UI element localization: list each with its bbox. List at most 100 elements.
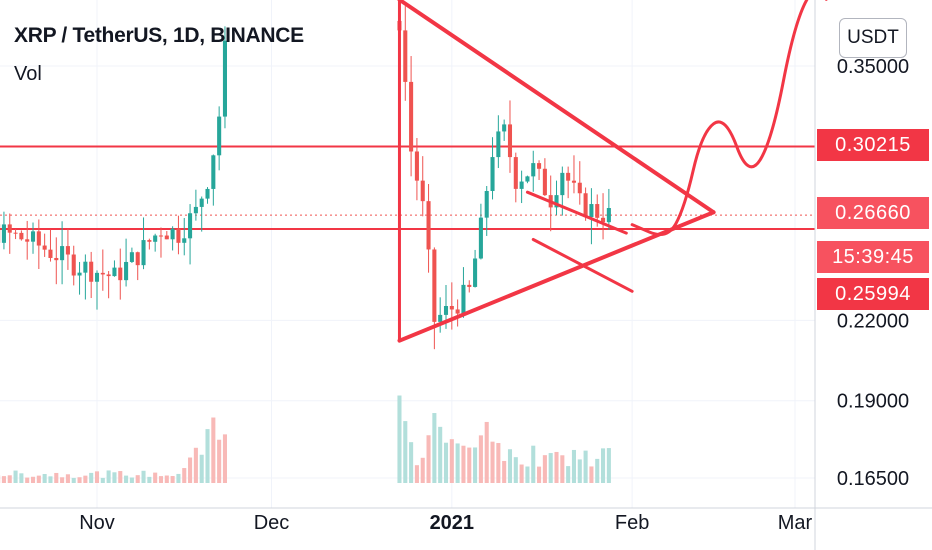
- candle-up: [560, 172, 565, 196]
- volume-bar-up: [106, 470, 111, 483]
- volume-bar-down: [65, 474, 70, 483]
- candle-down: [455, 309, 460, 314]
- volume-bar-up: [571, 449, 577, 483]
- volume-bar-down: [560, 455, 565, 483]
- horizontal-levels: [0, 145, 815, 230]
- candle-down: [507, 124, 513, 158]
- volume-bar-down: [94, 471, 100, 483]
- countdown-tag: 15:39:45: [817, 241, 929, 273]
- candle-up: [443, 306, 449, 315]
- candle-up: [1, 224, 6, 243]
- candle-up: [438, 314, 443, 322]
- candle-down: [176, 228, 181, 243]
- candle-up: [217, 116, 222, 156]
- candle-down: [577, 182, 582, 194]
- price-tick-label: 0.19000: [837, 391, 909, 413]
- candle-down: [13, 232, 18, 234]
- volume-bar-down: [54, 472, 59, 483]
- candle-down: [542, 168, 547, 196]
- volume-bar-up: [176, 473, 181, 483]
- volume-bar-up: [531, 445, 536, 483]
- volume-bar-up: [525, 466, 530, 483]
- volume-bar-up: [438, 426, 443, 483]
- candle-up: [589, 204, 594, 218]
- volume-bar-up: [71, 477, 76, 483]
- candle-down: [7, 224, 12, 233]
- candle-down: [118, 267, 123, 281]
- volume-bar-up: [124, 475, 129, 483]
- volume-bar-up: [577, 459, 582, 483]
- candle-down: [19, 232, 24, 240]
- volume-bar-down: [60, 477, 65, 483]
- candle-up: [461, 284, 466, 314]
- candle-down: [89, 261, 94, 282]
- candle-up: [199, 198, 204, 207]
- time-tick-label: Nov: [79, 512, 115, 534]
- volume-bar-up: [513, 457, 518, 483]
- candle-down: [71, 254, 76, 276]
- volume-bar-down: [542, 455, 547, 483]
- candle-up: [124, 261, 129, 281]
- volume-bar-down: [461, 445, 466, 483]
- trend-drawings: [397, 0, 828, 343]
- volume-bar-up: [13, 470, 18, 483]
- volume-bar-up: [409, 442, 414, 483]
- volume-bar-up: [48, 476, 53, 483]
- channel-upper-line: [525, 190, 628, 235]
- volume-bar-up: [141, 470, 146, 483]
- volume-bar-down: [164, 475, 169, 483]
- candle-up: [141, 240, 146, 266]
- candle-down: [409, 81, 414, 152]
- price-tag-level-low: 0.25994: [817, 278, 929, 310]
- volume-bar-down: [36, 475, 41, 483]
- volume-label: Vol: [14, 63, 42, 85]
- volume-bar-up: [147, 476, 152, 483]
- volume-bar-down: [467, 447, 472, 483]
- volume-bar-down: [153, 472, 158, 483]
- candle-down: [48, 249, 53, 258]
- volume-bar-up: [100, 477, 105, 483]
- candle-up: [170, 228, 175, 240]
- candle-down: [449, 306, 454, 310]
- candle-up: [519, 181, 524, 189]
- grid-lines: [0, 0, 815, 508]
- candle-down: [42, 245, 47, 250]
- candles: [0, 0, 611, 350]
- volume-bar-down: [25, 477, 30, 483]
- volume-bar-up: [473, 447, 478, 483]
- volume-bar-up: [129, 477, 134, 483]
- volume-bar-down: [217, 439, 222, 483]
- candle-up: [77, 272, 82, 276]
- candle-down: [566, 172, 571, 181]
- candle-up: [188, 213, 193, 239]
- volume-bar-up: [583, 450, 588, 483]
- candle-up: [490, 157, 495, 192]
- channel-lower-line: [531, 237, 634, 293]
- volume-bar-down: [170, 476, 175, 483]
- time-tick-label: Feb: [615, 512, 649, 534]
- volume-bar-down: [77, 477, 82, 483]
- currency-button[interactable]: USDT: [839, 18, 907, 58]
- volume-bar-down: [496, 443, 501, 483]
- candle-up: [606, 208, 611, 223]
- volume-bar-down: [490, 441, 495, 483]
- volume-bar-down: [420, 457, 425, 483]
- candle-up: [30, 231, 36, 242]
- time-tick-label: 2021: [430, 512, 475, 534]
- price-tag-level-high: 0.30215: [817, 129, 929, 161]
- price-tick-label: 0.35000: [837, 56, 909, 78]
- candle-up: [182, 238, 187, 243]
- volume-bar-up: [42, 474, 47, 483]
- candle-down: [106, 274, 111, 277]
- volume-bar-down: [589, 466, 594, 483]
- volume-bar-down: [519, 464, 524, 483]
- candle-down: [601, 217, 606, 223]
- candle-down: [467, 284, 472, 287]
- candle-up: [496, 131, 501, 158]
- volume-bar-down: [83, 475, 88, 483]
- price-tick-label: 0.22000: [837, 310, 909, 332]
- volume-bar-up: [601, 448, 606, 483]
- volume-bar-down: [1, 476, 6, 483]
